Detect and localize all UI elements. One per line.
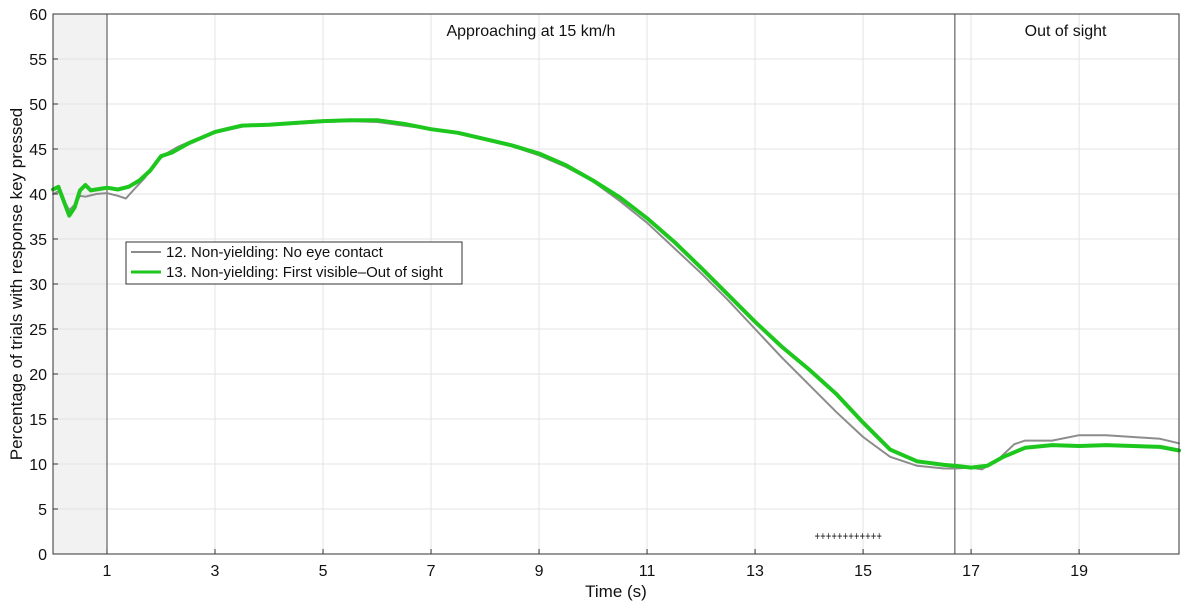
x-tick-label-3: 3 xyxy=(211,563,220,580)
y-tick-label-45: 45 xyxy=(29,142,47,159)
region-labels: Approaching at 15 km/h Out of sight xyxy=(446,23,1107,40)
x-axis-ticks: 1 3 5 7 9 11 13 15 17 19 xyxy=(103,549,1088,580)
y-tick-label-15: 15 xyxy=(29,412,47,429)
y-tick-label-25: 25 xyxy=(29,322,47,339)
y-axis-title: Percentage of trials with response key p… xyxy=(7,108,26,460)
series-line-1 xyxy=(51,118,1181,470)
legend-label-series-13: 13. Non-yielding: First visible–Out of s… xyxy=(166,264,444,281)
x-tick-label-11: 11 xyxy=(639,563,656,580)
y-tick-label-50: 50 xyxy=(29,97,47,114)
y-tick-label-20: 20 xyxy=(29,367,47,384)
legend-box xyxy=(125,241,463,285)
x-tick-label-17: 17 xyxy=(962,563,980,580)
y-tick-label-55: 55 xyxy=(29,52,47,69)
legend: 12. Non-yielding: No eye contact 13. Non… xyxy=(125,241,463,285)
data-series xyxy=(51,118,1181,471)
y-tick-label-35: 35 xyxy=(29,232,47,249)
legend-label-series-12: 12. Non-yielding: No eye contact xyxy=(166,244,384,261)
x-tick-label-19: 19 xyxy=(1070,563,1088,580)
y-tick-label-10: 10 xyxy=(29,457,47,474)
region-label-1: Out of sight xyxy=(1025,23,1107,40)
y-axis-ticks: 0 5 10 15 20 25 30 35 40 45 50 55 60 xyxy=(29,7,58,564)
y-tick-label-30: 30 xyxy=(29,277,47,294)
x-tick-label-9: 9 xyxy=(535,563,544,580)
y-tick-label-0: 0 xyxy=(38,547,47,564)
y-tick-label-5: 5 xyxy=(38,502,47,519)
x-axis-title: Time (s) xyxy=(585,582,647,601)
significance-marker: ++++++++++++ xyxy=(814,530,882,544)
x-tick-label-13: 13 xyxy=(746,563,764,580)
y-tick-label-40: 40 xyxy=(29,187,47,204)
x-tick-label-1: 1 xyxy=(103,563,112,580)
x-tick-label-5: 5 xyxy=(319,563,328,580)
region-label-0: Approaching at 15 km/h xyxy=(446,23,615,40)
x-tick-label-15: 15 xyxy=(854,563,872,580)
y-tick-label-60: 60 xyxy=(29,7,47,24)
x-tick-label-7: 7 xyxy=(427,563,436,580)
